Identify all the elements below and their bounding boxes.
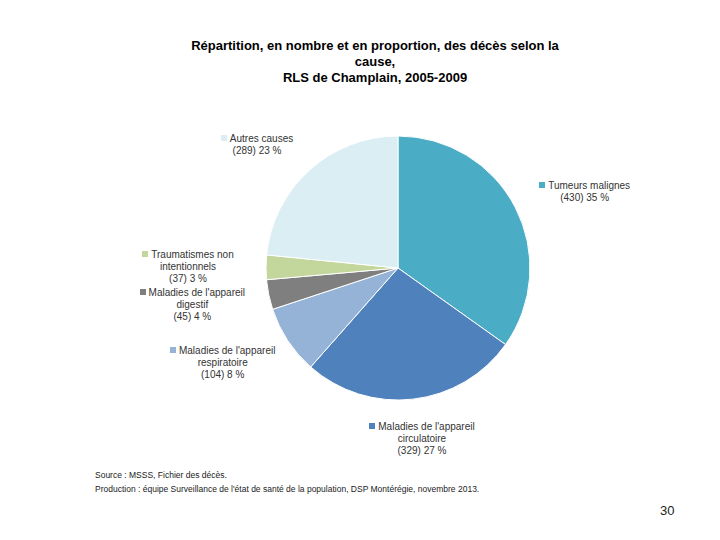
source-line: Source : MSSS, Fichier des décès. xyxy=(95,468,479,482)
chart-title: Répartition, en nombre et en proportion,… xyxy=(140,38,610,86)
slice-label: Maladies de l'appareil respiratoire(104)… xyxy=(167,345,279,381)
slice-label: Tumeurs malignes(430) 35 % xyxy=(529,180,641,204)
source-note: Source : MSSS, Fichier des décès.Product… xyxy=(95,468,479,496)
pie xyxy=(266,136,530,400)
category-label: Tumeurs malignes xyxy=(548,180,630,191)
slice-label: Maladies de l'appareil digestif(45) 4 % xyxy=(136,287,248,323)
category-label: Traumatismes non intentionnels xyxy=(151,249,233,272)
slice-label: Traumatismes non intentionnels(37) 3 % xyxy=(132,249,244,285)
source-line: Production : équipe Surveillance de l'ét… xyxy=(95,482,479,496)
label-key xyxy=(142,251,148,257)
category-label: Autres causes xyxy=(230,133,293,144)
value-label: (37) 3 % xyxy=(169,273,207,284)
value-label: (289) 23 % xyxy=(233,145,282,156)
category-label: Maladies de l'appareil circulatoire xyxy=(378,421,474,444)
label-key xyxy=(369,423,375,429)
label-key xyxy=(221,135,227,141)
category-label: Maladies de l'appareil digestif xyxy=(149,287,245,310)
category-label: Maladies de l'appareil respiratoire xyxy=(179,345,275,368)
label-key xyxy=(539,182,545,188)
label-key xyxy=(140,289,146,295)
value-label: (104) 8 % xyxy=(201,369,244,380)
value-label: (329) 27 % xyxy=(398,445,447,456)
pie-slice xyxy=(267,136,398,268)
value-label: (430) 35 % xyxy=(560,192,609,203)
value-label: (45) 4 % xyxy=(173,311,211,322)
slice-label: Maladies de l'appareil circulatoire(329)… xyxy=(366,421,478,457)
slice-label: Autres causes(289) 23 % xyxy=(201,133,313,157)
page-number: 30 xyxy=(660,503,674,518)
label-key xyxy=(170,347,176,353)
